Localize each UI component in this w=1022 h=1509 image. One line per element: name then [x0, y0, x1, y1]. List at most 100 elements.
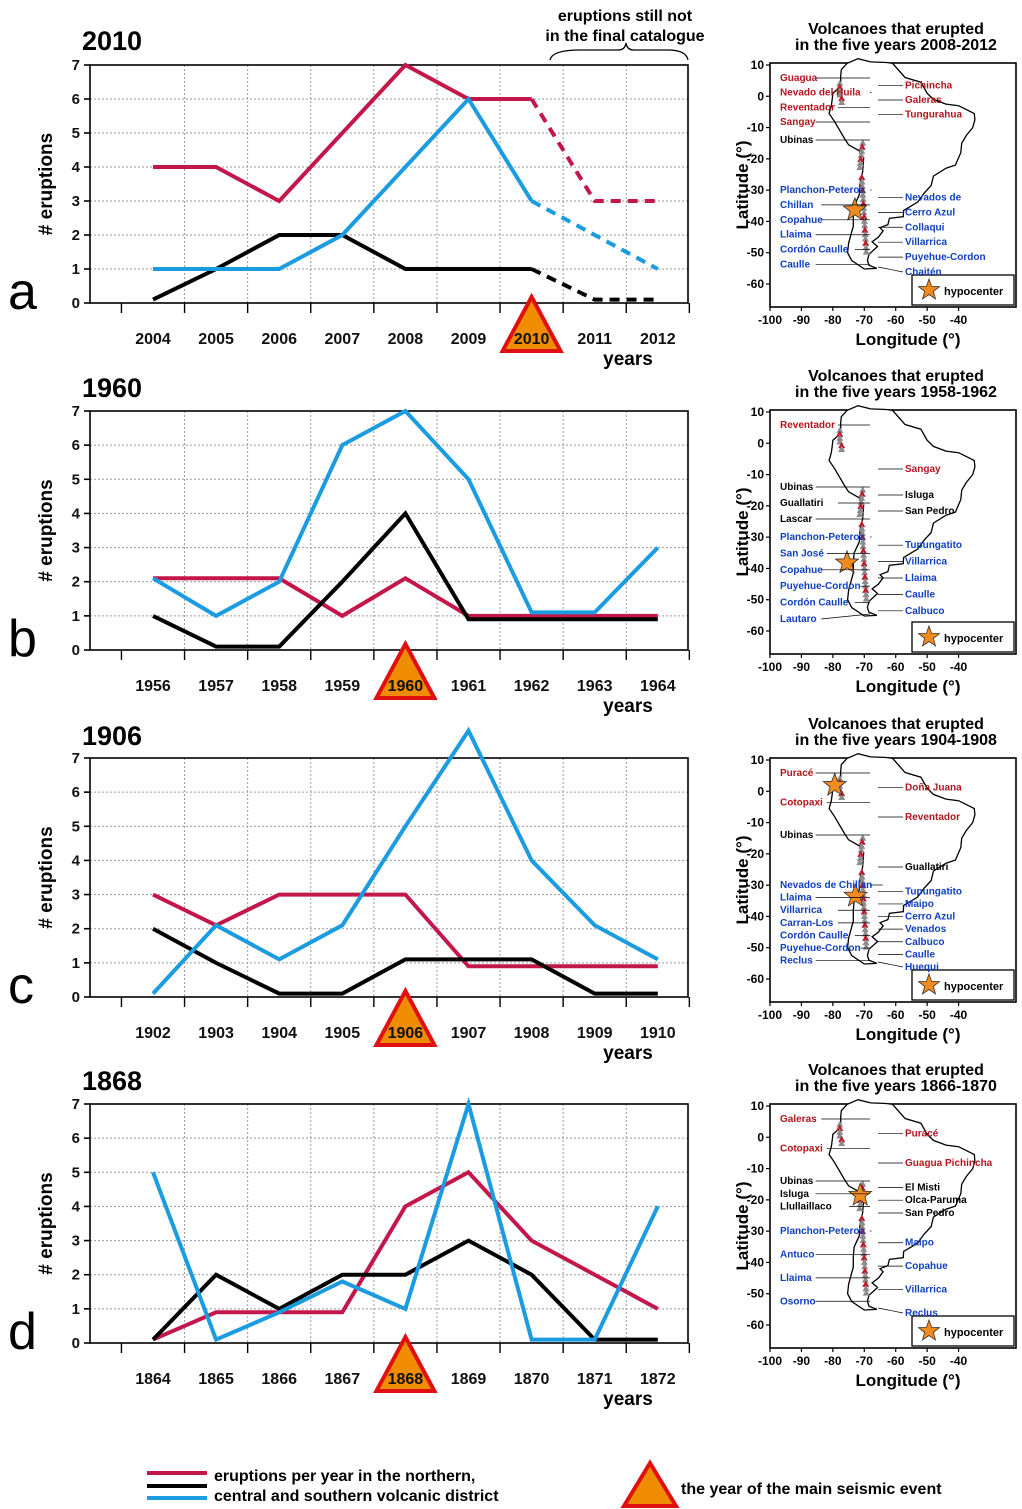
volcano-marker — [859, 1227, 867, 1235]
volcano-marker — [836, 774, 844, 782]
volcano-marker — [861, 925, 869, 933]
map-y-axis-label: Latitude (°) — [733, 488, 752, 577]
map-y-axis-label: Latitude (°) — [733, 836, 752, 925]
volcano-marker — [858, 1219, 866, 1226]
volcano-label: Osorno — [780, 1296, 816, 1307]
volcano-marker — [861, 1262, 869, 1270]
volcano-marker — [862, 586, 870, 593]
volcano-marker — [836, 1128, 844, 1135]
volcano-marker — [858, 529, 866, 536]
y-tick-label: 5 — [72, 471, 80, 488]
volcano-marker — [858, 490, 866, 497]
volcano-label: Puyehue-Cordon — [780, 943, 861, 954]
volcano-marker — [861, 1275, 869, 1283]
x-tick-label: 1962 — [514, 678, 550, 695]
x-tick-label: 1910 — [640, 1025, 676, 1042]
volcano-label: Caulle — [905, 589, 935, 600]
volcano-marker — [858, 873, 866, 880]
x-tick-label: 1870 — [514, 1371, 550, 1388]
volcano-label: Guagua — [780, 73, 818, 84]
y-tick-label: 3 — [72, 1233, 80, 1250]
volcano-label: Ubinas — [780, 1176, 814, 1187]
map-y-tick-label: -60 — [747, 277, 765, 291]
map-y-tick-label: -40 — [747, 561, 765, 575]
volcano-marker — [861, 221, 869, 229]
y-tick-label: 7 — [72, 403, 80, 420]
series-line — [151, 1238, 658, 1342]
y-tick-label: 7 — [72, 750, 80, 767]
volcano-label: Maipo — [905, 1238, 934, 1249]
map-x-tick-label: -60 — [887, 1354, 905, 1368]
volcano-label: Tupungatito — [905, 540, 962, 551]
series-line — [151, 408, 660, 619]
map-x-tick-label: -50 — [918, 1008, 936, 1022]
y-axis-label: # eruptions — [36, 479, 57, 581]
map-x-tick-label: -60 — [887, 313, 905, 327]
map-x-tick-label: -40 — [950, 1354, 968, 1368]
volcano-marker — [838, 445, 846, 453]
map-title-line: Volcanoes that erupted — [808, 368, 984, 385]
volcano-marker — [859, 191, 867, 198]
map-y-tick-label: -30 — [747, 878, 765, 892]
x-tick-label: 1865 — [198, 1371, 234, 1388]
x-axis-label: years — [603, 696, 653, 717]
map-y-tick-label: -30 — [747, 1224, 765, 1238]
series-line-dashed — [530, 199, 659, 271]
map-x-axis-label: Longitude (°) — [856, 1371, 961, 1390]
x-axis-label: years — [603, 1389, 653, 1410]
volcano-marker — [858, 868, 866, 876]
annotation-line: eruptions still not — [558, 8, 693, 25]
volcano-marker — [858, 1223, 866, 1230]
volcano-label: Tungurahua — [905, 110, 962, 121]
y-tick-label: 2 — [72, 1267, 80, 1284]
map-y-tick-label: 10 — [751, 1099, 765, 1113]
map-x-tick-label: -40 — [950, 1008, 968, 1022]
legend-triangle-label: the year of the main seismic event — [681, 1481, 942, 1498]
x-tick-label: 1907 — [451, 1025, 487, 1042]
volcano-label: Guagua Pichincha — [905, 1158, 993, 1169]
y-tick-label: 5 — [72, 818, 80, 835]
volcano-marker — [861, 581, 869, 589]
panel-title: 1868 — [82, 1066, 142, 1096]
y-tick-label: 0 — [72, 989, 80, 1006]
event-triangle — [373, 986, 438, 1047]
volcano-label: Reventador — [780, 420, 835, 431]
series-line — [151, 726, 659, 995]
map-y-tick-label: -50 — [747, 941, 765, 955]
x-tick-label: 2011 — [577, 331, 612, 348]
map-x-tick-label: -60 — [887, 660, 905, 674]
volcano-marker — [836, 426, 844, 434]
volcano-label: Cotopaxi — [780, 797, 823, 808]
volcano-label: San Pedro — [905, 1208, 954, 1219]
volcano-marker — [859, 834, 867, 841]
volcano-label: Copahue — [780, 565, 823, 576]
map-x-axis-label: Longitude (°) — [856, 1025, 961, 1044]
map-title-line: in the five years 2008-2012 — [795, 37, 997, 54]
y-tick-label: 3 — [72, 193, 80, 210]
volcano-label: San José — [780, 548, 824, 559]
hypocenter-legend-label: hypocenter — [944, 981, 1004, 993]
map-y-axis-label: Latitude (°) — [733, 141, 752, 230]
volcano-marker — [862, 1280, 870, 1287]
x-tick-label: 1871 — [577, 1371, 613, 1388]
volcano-label: Caulle — [905, 949, 935, 960]
y-tick-label: 4 — [72, 852, 81, 869]
volcano-label: Llullaillaco — [780, 1202, 832, 1213]
volcano-marker — [859, 1240, 867, 1248]
map-y-axis-label: Latitude (°) — [733, 1182, 752, 1271]
y-tick-label: 4 — [72, 159, 81, 176]
volcano-marker — [838, 441, 846, 449]
volcano-label: Ubinas — [780, 135, 814, 146]
volcano-label: Doña Juana — [905, 783, 962, 794]
volcano-marker — [860, 551, 868, 558]
y-tick-label: 5 — [72, 125, 80, 142]
map-x-axis-label: Longitude (°) — [856, 330, 961, 349]
volcano-marker — [859, 538, 867, 545]
volcano-marker — [860, 208, 868, 216]
volcano-marker — [861, 577, 869, 585]
volcano-marker — [857, 502, 865, 509]
volcano-label: Caulle — [780, 260, 810, 271]
map-x-tick-label: -60 — [887, 1008, 905, 1022]
volcano-label: San Pedro — [905, 506, 954, 517]
